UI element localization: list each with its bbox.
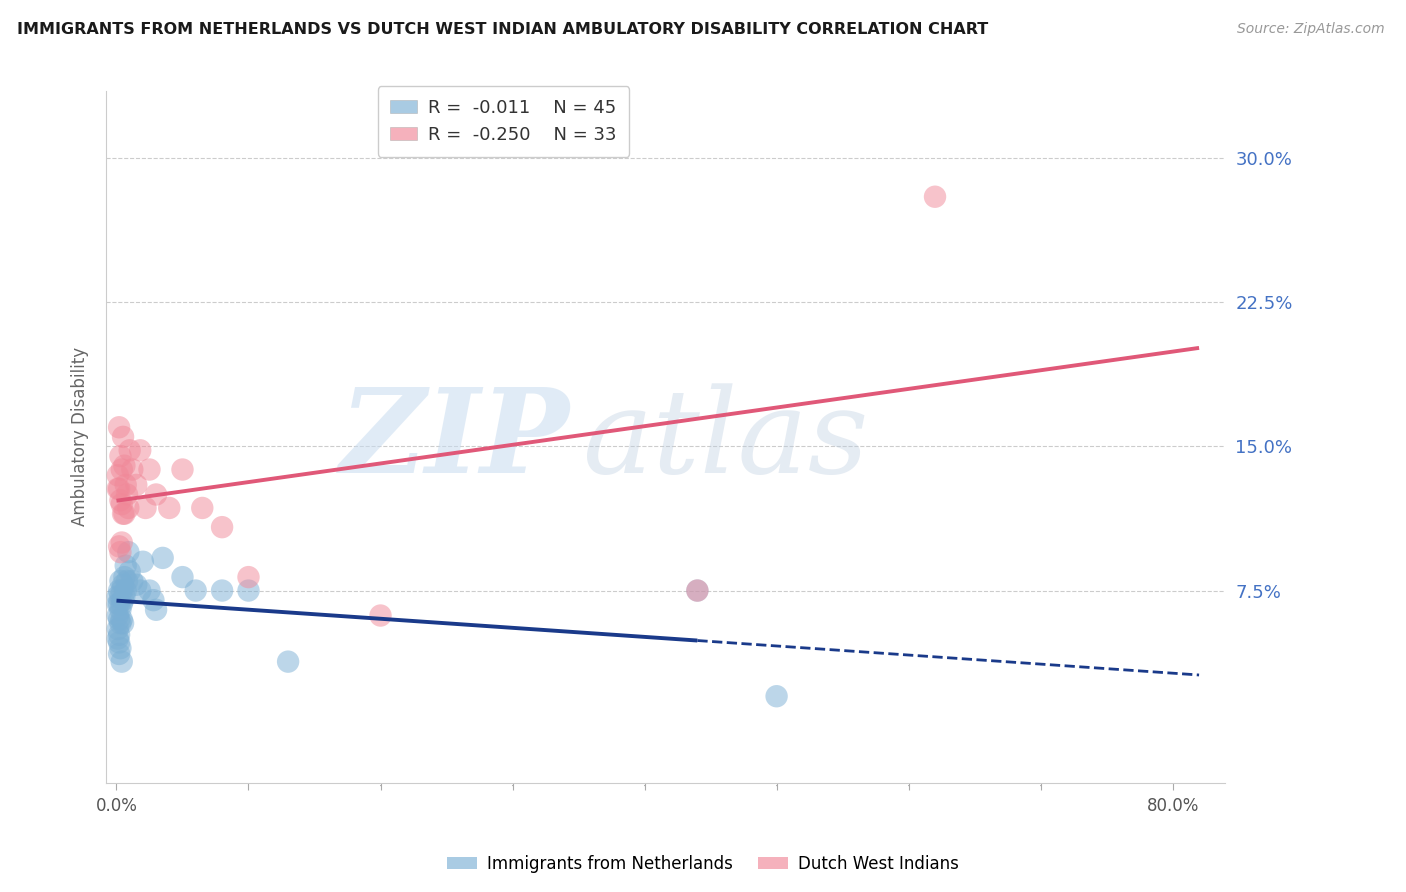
- Point: [191, 500, 214, 515]
- Point: [107, 468, 129, 483]
- Point: [108, 583, 131, 598]
- Point: [110, 449, 132, 463]
- Point: [107, 608, 129, 623]
- Point: [110, 590, 132, 604]
- Point: [112, 616, 135, 631]
- Point: [107, 590, 129, 604]
- Point: [108, 540, 131, 554]
- Point: [129, 443, 152, 458]
- Point: [108, 612, 131, 626]
- Point: [211, 520, 233, 534]
- Point: [110, 493, 132, 508]
- Point: [114, 558, 136, 573]
- Point: [238, 583, 260, 598]
- Point: [134, 500, 156, 515]
- Point: [184, 583, 207, 598]
- Point: [277, 655, 299, 669]
- Point: [107, 632, 129, 646]
- Point: [125, 478, 148, 492]
- Point: [107, 482, 129, 496]
- Point: [115, 574, 138, 588]
- Point: [108, 628, 131, 642]
- Point: [121, 462, 143, 476]
- Point: [765, 690, 787, 704]
- Point: [121, 574, 143, 588]
- Point: [125, 578, 148, 592]
- Point: [686, 583, 709, 598]
- Point: [138, 583, 160, 598]
- Point: [111, 612, 134, 626]
- Point: [145, 487, 167, 501]
- Point: [157, 500, 180, 515]
- Point: [108, 482, 131, 496]
- Point: [107, 622, 129, 636]
- Point: [370, 608, 392, 623]
- Point: [108, 647, 131, 661]
- Text: Source: ZipAtlas.com: Source: ZipAtlas.com: [1237, 22, 1385, 37]
- Point: [129, 583, 152, 598]
- Point: [238, 570, 260, 584]
- Point: [111, 535, 134, 549]
- Point: [172, 462, 194, 476]
- Text: IMMIGRANTS FROM NETHERLANDS VS DUTCH WEST INDIAN AMBULATORY DISABILITY CORRELATI: IMMIGRANTS FROM NETHERLANDS VS DUTCH WES…: [17, 22, 988, 37]
- Point: [112, 507, 135, 521]
- Point: [138, 462, 160, 476]
- Point: [108, 597, 131, 611]
- Legend: R =  -0.011    N = 45, R =  -0.250    N = 33: R = -0.011 N = 45, R = -0.250 N = 33: [377, 87, 630, 157]
- Point: [110, 641, 132, 656]
- Point: [132, 555, 155, 569]
- Point: [108, 635, 131, 649]
- Legend: Immigrants from Netherlands, Dutch West Indians: Immigrants from Netherlands, Dutch West …: [440, 848, 966, 880]
- Text: ZIP: ZIP: [340, 383, 571, 498]
- Point: [112, 430, 135, 444]
- Point: [211, 583, 233, 598]
- Point: [115, 487, 138, 501]
- Y-axis label: Ambulatory Disability: Ambulatory Disability: [72, 347, 89, 526]
- Point: [111, 583, 134, 598]
- Point: [117, 545, 139, 559]
- Point: [172, 570, 194, 584]
- Point: [924, 190, 946, 204]
- Point: [152, 550, 174, 565]
- Point: [142, 593, 165, 607]
- Point: [112, 507, 135, 521]
- Point: [110, 574, 132, 588]
- Point: [112, 590, 135, 604]
- Point: [118, 565, 141, 579]
- Point: [112, 570, 135, 584]
- Point: [110, 545, 132, 559]
- Point: [111, 462, 134, 476]
- Point: [111, 497, 134, 511]
- Point: [107, 597, 129, 611]
- Point: [110, 616, 132, 631]
- Point: [112, 578, 135, 592]
- Point: [111, 655, 134, 669]
- Point: [118, 443, 141, 458]
- Point: [686, 583, 709, 598]
- Point: [108, 420, 131, 434]
- Point: [114, 583, 136, 598]
- Point: [111, 597, 134, 611]
- Point: [114, 478, 136, 492]
- Point: [110, 603, 132, 617]
- Point: [145, 603, 167, 617]
- Text: atlas: atlas: [582, 383, 868, 498]
- Point: [117, 500, 139, 515]
- Point: [112, 593, 135, 607]
- Point: [112, 458, 135, 473]
